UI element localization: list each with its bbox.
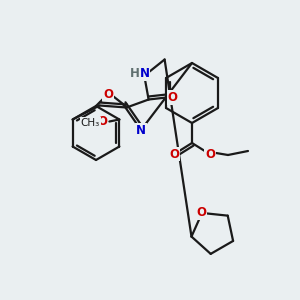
Text: O: O [169,148,179,160]
Text: O: O [196,206,206,219]
Text: O: O [103,88,113,100]
Text: CH₃: CH₃ [81,118,100,128]
Text: O: O [98,115,107,128]
Text: O: O [205,148,215,160]
Text: N: N [136,124,146,136]
Text: O: O [168,91,178,104]
Text: H: H [130,67,140,80]
Text: N: N [140,67,150,80]
